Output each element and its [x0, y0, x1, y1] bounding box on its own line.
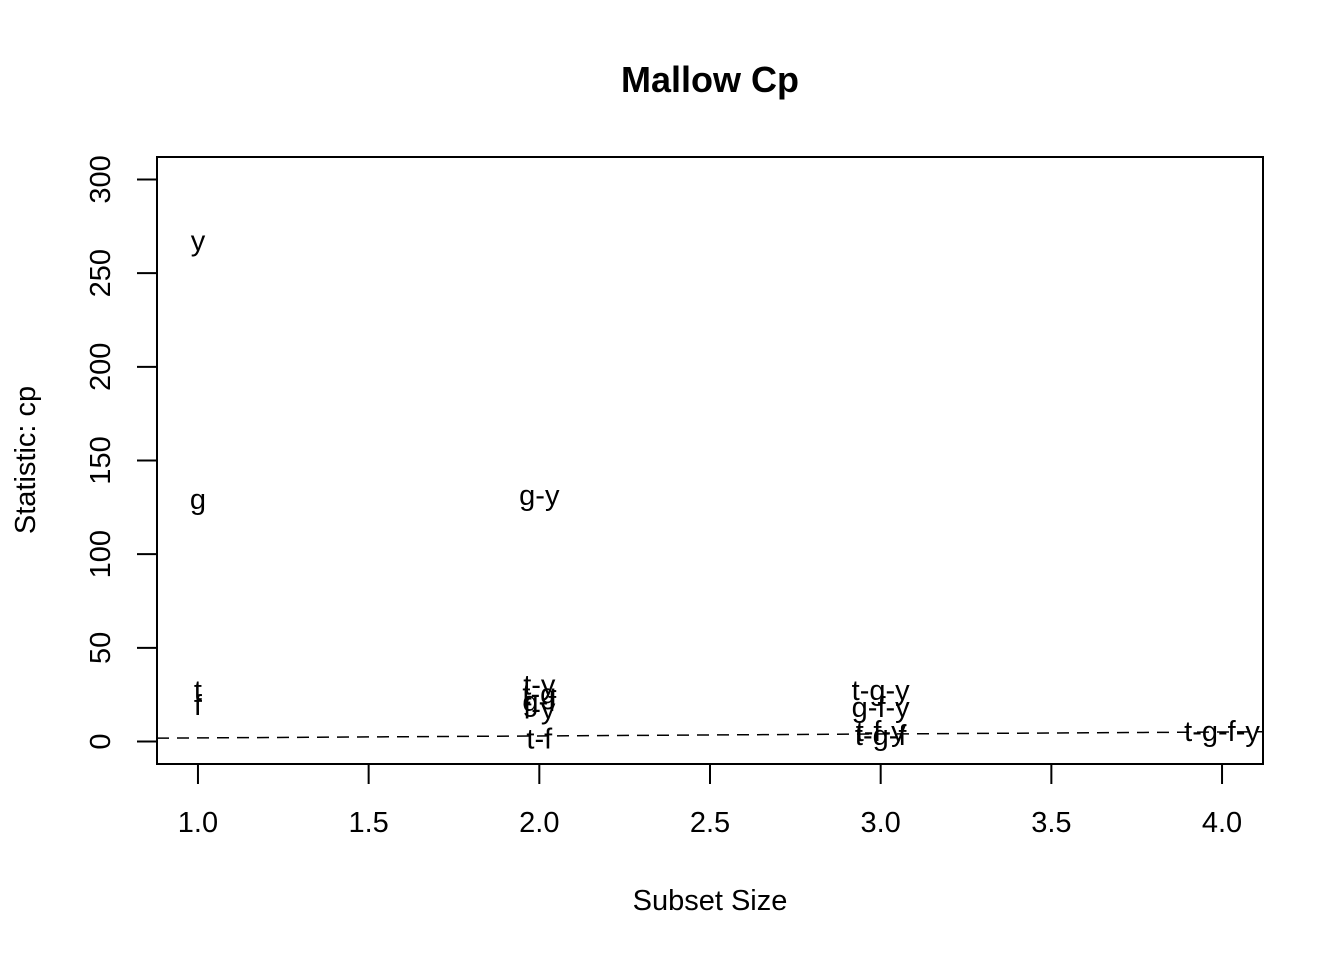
x-tick-label: 2.0: [519, 807, 559, 839]
x-axis: 1.0 1.5 2.0 2.5 3.0 3.5 4.0: [178, 763, 1242, 839]
point-label: g: [190, 484, 206, 516]
x-tick-label: 1.0: [178, 807, 218, 839]
point-labels: ygtfg-yt-yt-gg-ff-yt-ft-g-yg-f-yt-f-yt-g…: [190, 225, 1260, 755]
x-tick-label: 1.5: [348, 807, 388, 839]
point-label: t-f-y: [856, 716, 906, 748]
point-label: t-g: [522, 679, 556, 711]
x-axis-label: Subset Size: [633, 885, 788, 917]
x-tick-label: 3.5: [1031, 807, 1071, 839]
point-label: g-f-y: [852, 692, 911, 724]
y-tick-label: 50: [85, 632, 117, 664]
x-tick-label: 2.5: [690, 807, 730, 839]
y-tick-label: 200: [85, 343, 117, 391]
point-label: t-g-f-y: [1184, 716, 1260, 748]
y-tick-label: 100: [85, 530, 117, 578]
point-label: t-g-f: [855, 720, 908, 752]
point-label: t-y: [523, 669, 556, 701]
y-tick-label: 300: [85, 155, 117, 203]
x-tick-label: 3.0: [861, 807, 901, 839]
point-label: g-y: [519, 480, 560, 512]
point-label: f: [194, 690, 203, 722]
y-axis: 0 50 100 150 200 250 300: [85, 155, 158, 750]
chart-title: Mallow Cp: [621, 59, 799, 100]
y-tick-label: 250: [85, 249, 117, 297]
point-label: g-f: [522, 686, 557, 718]
point-label: t-g-y: [852, 675, 911, 707]
point-label: t: [194, 675, 202, 707]
y-tick-label: 0: [85, 733, 117, 749]
plot-frame: [156, 156, 1264, 765]
point-label: f-y: [523, 694, 556, 726]
point-label: t-f: [526, 724, 553, 756]
y-tick-label: 150: [85, 436, 117, 484]
x-tick-label: 4.0: [1202, 807, 1242, 839]
reference-line: [156, 731, 1264, 739]
y-axis-label: Statistic: cp: [10, 386, 42, 534]
point-label: y: [191, 225, 206, 257]
